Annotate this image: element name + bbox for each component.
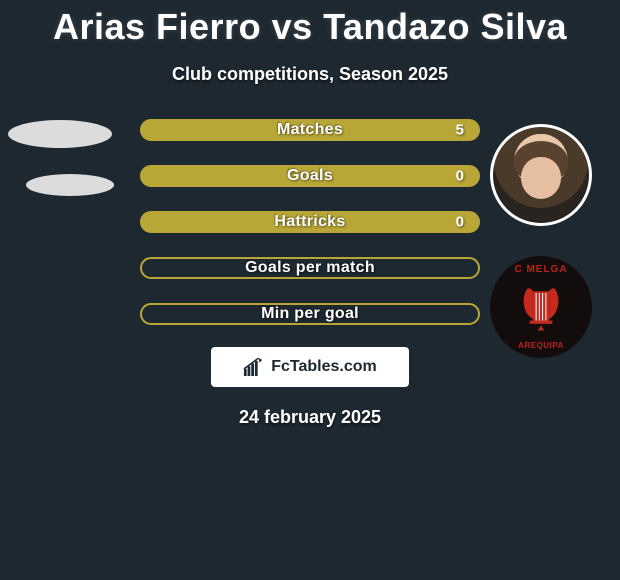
lyre-icon xyxy=(515,280,567,332)
stat-label: Goals per match xyxy=(245,259,375,277)
subtitle: Club competitions, Season 2025 xyxy=(0,64,620,85)
stat-bar: Min per goal xyxy=(140,303,480,325)
page-title: Arias Fierro vs Tandazo Silva xyxy=(0,6,620,48)
stat-label: Goals xyxy=(287,167,333,185)
club-badge: C MELGA AREQUIPA xyxy=(490,256,592,358)
right-player-column: C MELGA AREQUIPA xyxy=(490,124,592,358)
stat-label: Min per goal xyxy=(261,305,359,323)
stat-bar: Goals per match xyxy=(140,257,480,279)
chart-icon xyxy=(243,358,265,376)
stat-label: Hattricks xyxy=(274,213,345,231)
club-badge-bottom-text: AREQUIPA xyxy=(490,341,592,350)
stat-value-right: 0 xyxy=(456,214,464,231)
stat-bar: Goals 0 xyxy=(140,165,480,187)
avatar-placeholder-ellipse xyxy=(8,120,112,148)
brand-box: FcTables.com xyxy=(211,347,409,387)
stat-bar: Hattricks 0 xyxy=(140,211,480,233)
stat-value-right: 0 xyxy=(456,168,464,185)
comparison-infographic: Arias Fierro vs Tandazo Silva Club compe… xyxy=(0,0,620,580)
footer-date: 24 february 2025 xyxy=(0,407,620,428)
club-badge-top-text: C MELGA xyxy=(490,264,592,275)
brand-text: FcTables.com xyxy=(271,358,377,376)
stat-bar: Matches 5 xyxy=(140,119,480,141)
player-avatar xyxy=(490,124,592,226)
stat-value-right: 5 xyxy=(456,122,464,139)
club-placeholder-ellipse xyxy=(26,174,114,196)
left-player-placeholder xyxy=(8,120,114,222)
stat-label: Matches xyxy=(277,121,343,139)
